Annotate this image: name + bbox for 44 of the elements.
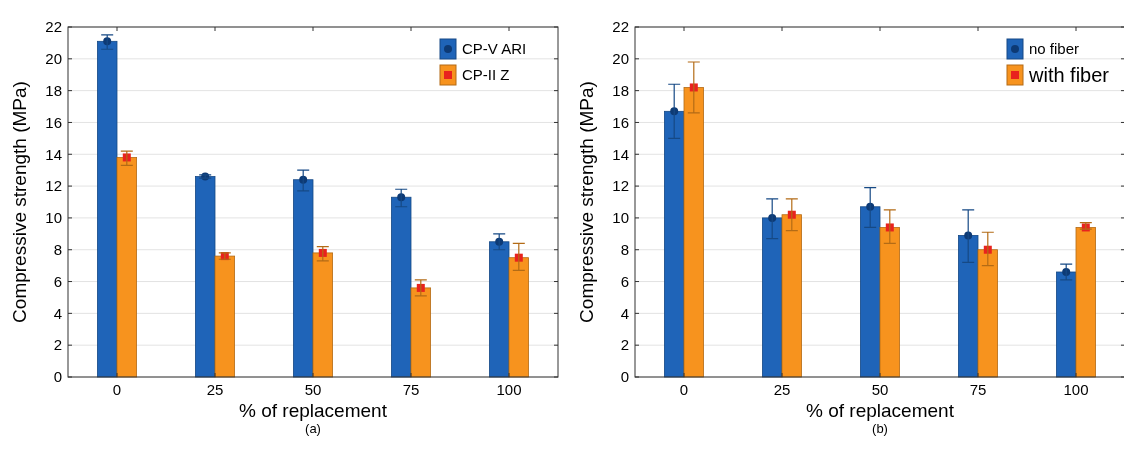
x-tick-label: 25	[773, 381, 791, 398]
y-tick-label: 6	[620, 272, 629, 290]
y-tick-label: 0	[620, 368, 629, 386]
y-tick-label: 2	[620, 336, 629, 354]
x-tick-label: 100	[496, 381, 522, 398]
y-tick-label: 16	[45, 113, 62, 131]
y-tick-label: 12	[612, 177, 629, 195]
y-tick-label: 14	[612, 145, 629, 163]
x-tick-label: 75	[402, 381, 420, 398]
x-tick-label: 0	[679, 381, 689, 398]
text: (a)	[305, 421, 321, 436]
y-tick-label: 4	[53, 304, 62, 322]
x-tick-label: 50	[304, 381, 322, 398]
y-tick-label: 18	[612, 81, 629, 99]
y-tick-label: 14	[45, 145, 62, 163]
x-tick-label: 50	[871, 381, 889, 398]
text: (b)	[872, 421, 888, 436]
legend-label: no fiber	[1029, 40, 1080, 58]
y-tick-label: 6	[53, 272, 62, 290]
y-tick-label: 22	[45, 18, 62, 36]
x-axis-title: % of replacement	[806, 400, 955, 421]
x-tick-label: 75	[969, 381, 987, 398]
y-tick-label: 10	[45, 209, 62, 227]
y-tick-label: 10	[612, 209, 629, 227]
y-tick-label: 16	[612, 113, 629, 131]
y-axis-title: Compressive strength (MPa)	[576, 81, 597, 323]
legend-label: CP-II Z	[462, 66, 510, 84]
legend-label: with fiber	[1028, 64, 1110, 86]
x-tick-label: 100	[1063, 381, 1089, 398]
y-tick-label: 22	[612, 18, 629, 36]
y-tick-label: 20	[45, 50, 62, 68]
y-tick-label: 8	[53, 240, 62, 258]
y-tick-label: 0	[53, 368, 62, 386]
y-axis-title: Compressive strength (MPa)	[9, 81, 30, 323]
x-axis-title: % of replacement	[239, 400, 388, 421]
y-tick-label: 18	[45, 81, 62, 99]
y-tick-label: 2	[53, 336, 62, 354]
y-tick-label: 12	[45, 177, 62, 195]
legend-label: CP-V ARI	[462, 40, 527, 58]
x-tick-label: 25	[206, 381, 224, 398]
y-tick-label: 4	[620, 304, 629, 322]
x-tick-label: 0	[112, 381, 122, 398]
y-tick-label: 8	[620, 240, 629, 258]
y-tick-label: 20	[612, 50, 629, 68]
